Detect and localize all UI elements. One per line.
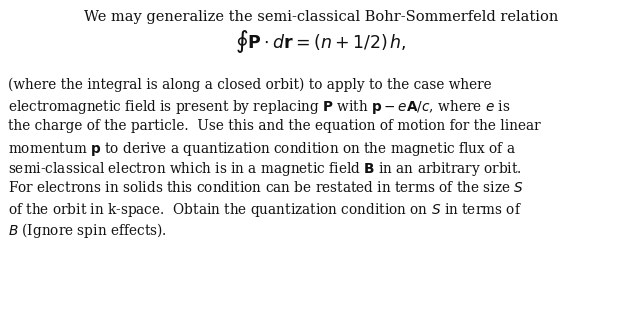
Text: electromagnetic field is present by replacing $\mathbf{P}$ with $\mathbf{p} - e\: electromagnetic field is present by repl…: [8, 98, 510, 117]
Text: We may generalize the semi-classical Bohr-Sommerfeld relation: We may generalize the semi-classical Boh…: [84, 10, 558, 24]
Text: of the orbit in k-space.  Obtain the quantization condition on $S$ in terms of: of the orbit in k-space. Obtain the quan…: [8, 201, 522, 219]
Text: momentum $\mathbf{p}$ to derive a quantization condition on the magnetic flux of: momentum $\mathbf{p}$ to derive a quanti…: [8, 139, 516, 158]
Text: $B$ (Ignore spin effects).: $B$ (Ignore spin effects).: [8, 221, 167, 241]
Text: (where the integral is along a closed orbit) to apply to the case where: (where the integral is along a closed or…: [8, 78, 492, 92]
Text: $\oint \mathbf{P} \cdot d\mathbf{r} = (n + 1/2)\, h,$: $\oint \mathbf{P} \cdot d\mathbf{r} = (n…: [235, 28, 407, 55]
Text: the charge of the particle.  Use this and the equation of motion for the linear: the charge of the particle. Use this and…: [8, 119, 541, 133]
Text: For electrons in solids this condition can be restated in terms of the size $S$: For electrons in solids this condition c…: [8, 180, 524, 196]
Text: semi-classical electron which is in a magnetic field $\mathbf{B}$ in an arbitrar: semi-classical electron which is in a ma…: [8, 160, 522, 178]
